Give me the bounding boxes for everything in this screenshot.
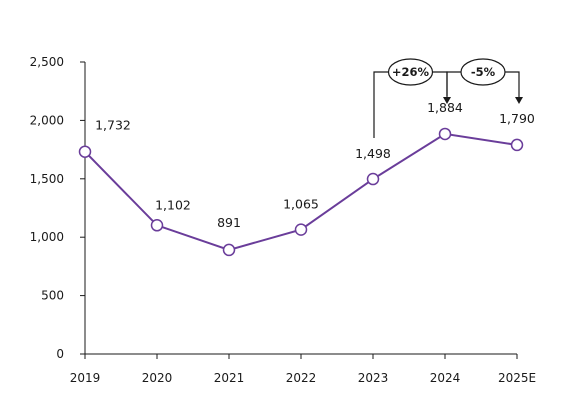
- data-label: 1,884: [427, 100, 463, 115]
- data-point-marker: [222, 243, 236, 257]
- callout-arrowhead: [515, 97, 523, 104]
- data-point-marker: [150, 219, 164, 232]
- x-tick-label: 2022: [286, 371, 317, 385]
- x-tick-label: 2025E: [498, 371, 536, 385]
- x-tick-label: 2021: [214, 371, 245, 385]
- y-tick-label: 2,500: [30, 55, 64, 69]
- data-point-marker: [438, 127, 452, 141]
- data-point-marker: [78, 145, 92, 158]
- y-axis: 0 500 1,000 1,500 2,000 2,500: [30, 55, 86, 361]
- data-label: 1,790: [499, 111, 535, 126]
- y-tick-label: 0: [56, 347, 64, 361]
- data-labels: 1,732 1,102 891 1,065 1,498 1,884 1,790: [95, 100, 535, 230]
- data-label: 1,102: [155, 197, 191, 212]
- y-tick-label: 2,000: [30, 113, 64, 127]
- data-label: 1,065: [283, 197, 319, 212]
- y-tick-label: 1,000: [30, 230, 64, 244]
- callout-bubble: [460, 58, 506, 86]
- data-point-marker: [366, 172, 380, 186]
- x-tick-label: 2024: [430, 371, 461, 385]
- x-tick-label: 2019: [70, 371, 101, 385]
- data-point-marker: [294, 223, 308, 236]
- y-tick-label: 1,500: [30, 172, 64, 186]
- data-label: 1,732: [95, 118, 131, 133]
- callout-label: +26%: [392, 65, 430, 79]
- x-axis: 2019 2020 2021 2022 2023 2024 2025E: [70, 353, 536, 385]
- callout-arrowhead: [443, 97, 451, 104]
- series-line: [78, 127, 524, 257]
- data-label: 1,498: [355, 146, 391, 161]
- growth-callouts: +26% -5%: [373, 58, 523, 138]
- x-tick-label: 2023: [358, 371, 389, 385]
- data-point-marker: [510, 138, 524, 152]
- x-tick-label: 2020: [142, 371, 173, 385]
- callout-bubble: [387, 58, 434, 86]
- y-tick-label: 500: [41, 289, 64, 303]
- data-label: 891: [217, 215, 241, 230]
- callout-label: -5%: [471, 65, 496, 79]
